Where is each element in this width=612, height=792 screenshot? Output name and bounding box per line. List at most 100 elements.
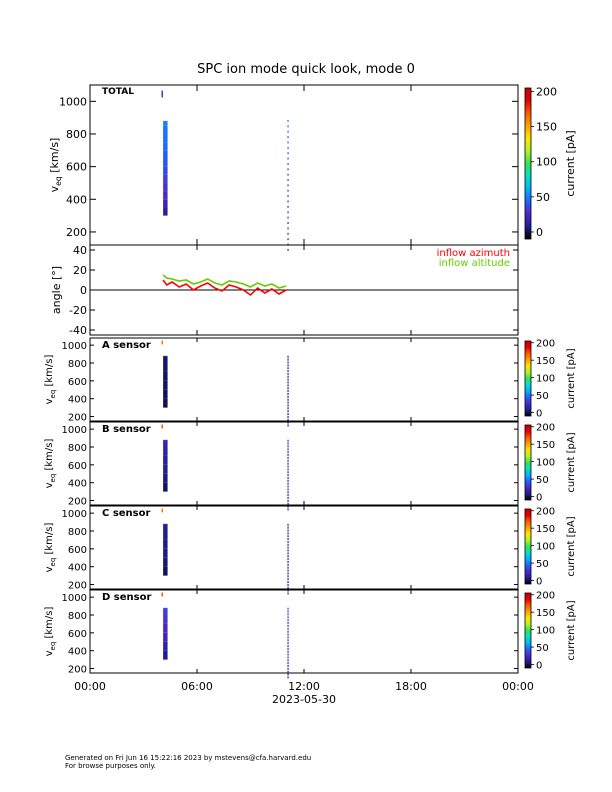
trace-dot (287, 222, 289, 225)
trace-dot (287, 552, 289, 555)
y-tick-label: 20 (73, 264, 87, 277)
trace-dot (287, 676, 289, 679)
trace-dot (287, 401, 289, 404)
spectrogram-cell (163, 380, 168, 390)
trace-dot (287, 558, 289, 561)
colorbar-tick-label: 0 (536, 661, 542, 672)
colorbar (524, 592, 532, 669)
trace-dot (287, 485, 289, 488)
x-tick-label: 06:00 (181, 680, 213, 693)
trace-dot (287, 540, 289, 543)
trace-dot (287, 390, 289, 393)
spectrogram-cell (163, 398, 168, 408)
ylabel-v: v (48, 185, 61, 192)
trace-dot (287, 445, 289, 448)
colorbar-tick-label: 200 (536, 423, 555, 434)
y-tick-label: 1000 (62, 509, 87, 520)
panel-label: A sensor (102, 340, 151, 351)
y-tick-label: 600 (68, 461, 87, 472)
trace-dot (287, 184, 289, 187)
trace-dot (287, 364, 289, 367)
trace-dot (287, 465, 289, 468)
spectrogram-cell (163, 557, 168, 567)
trace-dot (287, 361, 289, 364)
colorbar-tick-label: 200 (536, 507, 555, 518)
colorbar-tick-label: 0 (536, 409, 542, 420)
spectrogram-cell (163, 125, 168, 134)
trace-dot (287, 395, 289, 398)
spectrogram-cell (163, 355, 168, 357)
trace-dot (287, 476, 289, 479)
colorbar (524, 424, 532, 501)
trace-dot (161, 340, 163, 343)
trace-dot (287, 418, 289, 421)
y-tick-label: 400 (68, 563, 87, 574)
trace-dot (287, 647, 289, 650)
trace-dot (287, 479, 289, 482)
y-tick-label: 800 (68, 443, 87, 454)
y-tick-label: 200 (68, 497, 87, 508)
trace-dot (287, 650, 289, 653)
panel-ylabel: veq [km/s] (44, 439, 57, 489)
colorbar-label: current [pA] (564, 130, 577, 196)
panel-ylabel: veq [km/s] (48, 138, 63, 193)
trace-dot (287, 125, 289, 128)
spectrogram-cell (163, 150, 168, 159)
colorbar-tick-label: 0 (536, 226, 543, 239)
colorbar-tick-label: 200 (536, 591, 555, 602)
colorbar-tick-label: 100 (536, 458, 555, 469)
trace-dot (287, 152, 289, 155)
trace-dot (287, 659, 289, 662)
colorbar (524, 87, 532, 240)
trace-dot (287, 583, 289, 586)
spectrogram-cell (163, 191, 168, 200)
panel-2: 200 400 600 800 1000 A sensor veq [km/s] 0 50 100… (44, 337, 577, 427)
trace-dot (287, 610, 289, 613)
trace-dot (287, 238, 289, 241)
spectrogram-cell (163, 608, 168, 615)
trace-dot (287, 566, 289, 569)
x-date-label: 2023-05-30 (272, 693, 336, 706)
trace-dot (287, 195, 289, 198)
trace-dot (287, 141, 289, 144)
spectrogram-cell (163, 166, 168, 175)
spectrogram-cell (163, 566, 168, 576)
spectrogram-cell (163, 614, 168, 624)
spectrogram-cell (163, 524, 168, 531)
trace-dot (287, 424, 289, 427)
trace-dot (287, 619, 289, 622)
spectrogram-cell (163, 182, 168, 192)
colorbar-tick-label: 50 (536, 475, 549, 486)
trace-dot (287, 563, 289, 566)
spectrogram-cell (163, 446, 168, 456)
trace-dot (287, 404, 289, 407)
trace-dot (287, 462, 289, 465)
trace-dot (287, 136, 289, 139)
trace-dot (287, 523, 289, 526)
y-tick-label: 800 (68, 611, 87, 622)
y-tick-label: 1000 (62, 425, 87, 436)
trace-dot (287, 630, 289, 633)
spectrogram-cell (163, 133, 168, 143)
y-tick-label: 400 (68, 647, 87, 658)
trace-dot (287, 387, 289, 390)
trace-dot (287, 355, 289, 358)
trace-dot (287, 670, 289, 673)
panel-ylabel: veq [km/s] (44, 607, 57, 657)
spectrogram-cell (163, 539, 168, 549)
spectrogram-cell (163, 158, 168, 167)
trace-dot (287, 502, 289, 505)
spectrogram-cell (163, 641, 168, 651)
colorbar-label: current [pA] (566, 600, 577, 660)
y-tick-label: 600 (66, 161, 87, 174)
trace-dot (287, 378, 289, 381)
x-tick-label: 12:00 (288, 680, 320, 693)
x-tick-label: 00:00 (502, 680, 534, 693)
colorbar-tick-label: 150 (536, 356, 555, 367)
ylabel-units: [km/s] (44, 355, 55, 390)
trace-dot (287, 546, 289, 549)
spectrogram-cell (163, 650, 168, 660)
colorbar-tick-label: 100 (536, 542, 555, 553)
trace-dot (287, 494, 289, 497)
